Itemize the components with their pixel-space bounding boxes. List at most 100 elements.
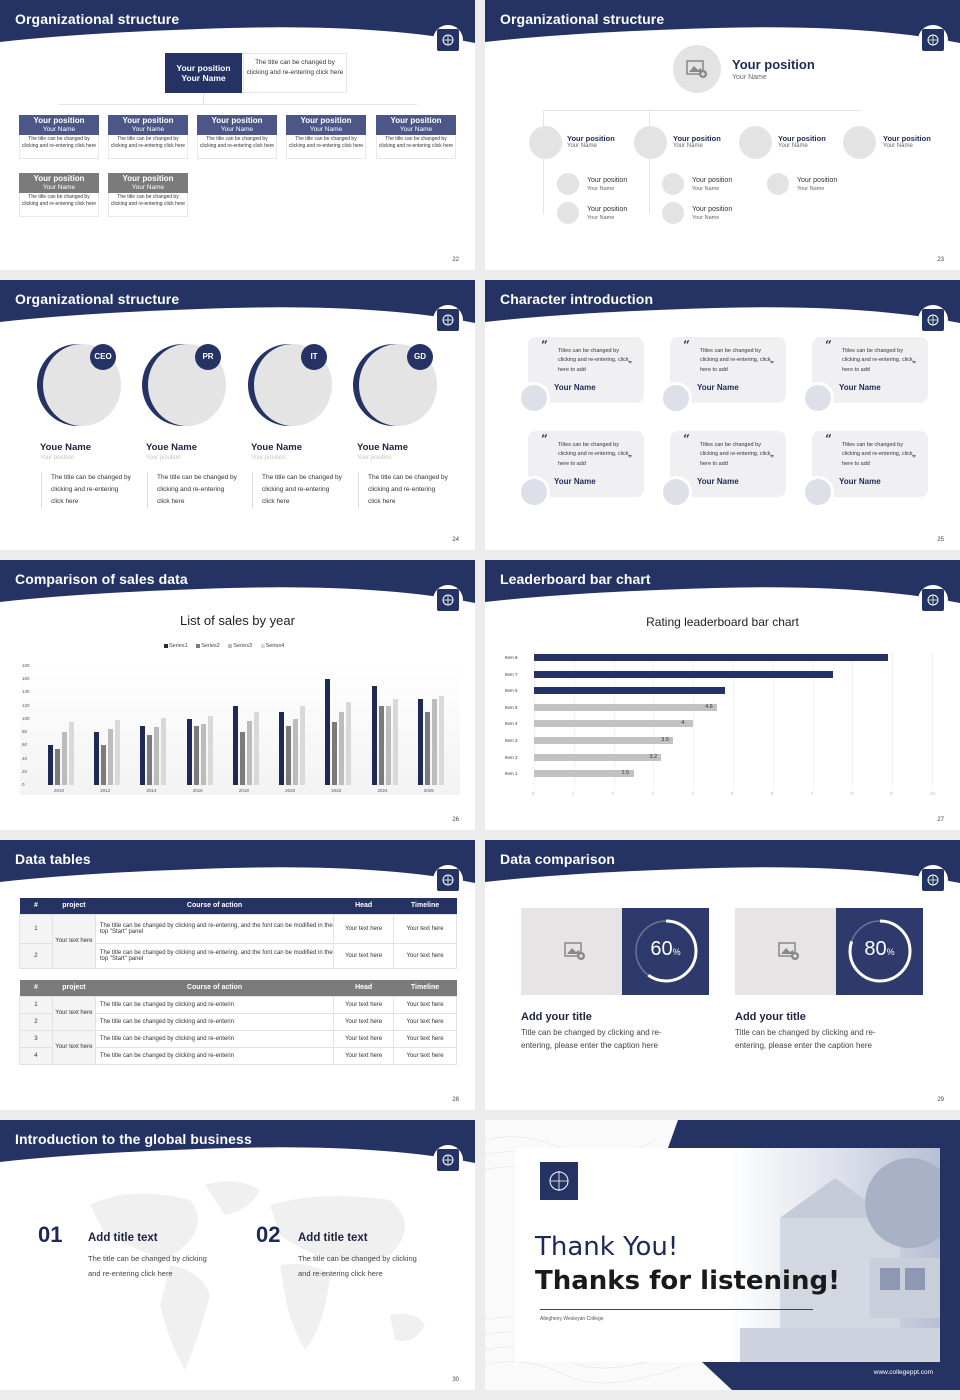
chart-bar [48, 745, 53, 785]
sales-bar-chart: 0 20 40 60 80 100 120 140 160 180 2010 2012 2014 2016… [20, 660, 460, 795]
chart-bar [200, 724, 206, 785]
college-logo-icon [437, 29, 459, 51]
testimonial-text: Titles can be changed by clicking and re… [558, 348, 629, 373]
chart-bar [339, 712, 345, 785]
x-tick-label: 10 [930, 790, 936, 796]
chart-bar [424, 712, 430, 785]
org-box-desc: The title can be changed by clicking and… [19, 193, 99, 217]
quote-open-icon: “ [825, 338, 832, 352]
position-label: Your position [692, 206, 733, 213]
name-label: Your Name [778, 143, 808, 149]
person-name: Your Name [839, 477, 881, 486]
chart-bar [346, 701, 352, 785]
position-label: Your position [797, 177, 838, 184]
x-tick-label: 2016 [192, 788, 203, 793]
chart-bar [371, 685, 377, 785]
item-title: Add your title [521, 1011, 592, 1023]
org-box[interactable]: Your position Your Name The title can be … [197, 115, 277, 159]
slide-24[interactable]: Organizational structure CEO Youe Name Y… [0, 280, 475, 550]
photo-placeholder[interactable] [529, 126, 562, 159]
name-label: Your Name [399, 126, 433, 133]
table-header-row: # project Course of action Head Timeline [19, 898, 457, 914]
position-label: Your position [587, 177, 628, 184]
photo-placeholder[interactable] [843, 126, 876, 159]
person-name: Your Name [554, 477, 596, 486]
chart-bar [246, 720, 252, 785]
chart-bar [115, 720, 121, 785]
grid-line [932, 652, 933, 789]
testimonial-text: Titles can be changed by clicking and re… [558, 442, 629, 467]
photo-placeholder[interactable] [767, 173, 789, 195]
org-top-box[interactable]: Your position Your Name [165, 53, 242, 93]
x-tick-label: 6 [770, 790, 774, 796]
college-logo-icon [922, 589, 944, 611]
name-label: Your Name [131, 126, 165, 133]
slide-title: Character introduction [500, 291, 654, 307]
person-name: Youe Name [146, 442, 198, 453]
person-name: Youe Name [357, 442, 409, 453]
org-box[interactable]: Your position Your Name The title can be … [108, 173, 188, 217]
thanks-subheading: Thanks for listening! [535, 1266, 840, 1296]
website-link[interactable]: www.collegeppt.com [873, 1369, 933, 1376]
name-label: Your Name [673, 143, 703, 149]
avatar [518, 476, 550, 508]
chart-bar [101, 745, 107, 785]
slide-29[interactable]: Data comparison 60% Add your title Title… [485, 840, 960, 1110]
progress-panel: 60% [622, 908, 709, 995]
org-box[interactable]: Your position Your Name The title can be … [19, 115, 99, 159]
role-badge: GD [407, 344, 433, 370]
college-logo-icon [437, 1149, 459, 1171]
chart-legend: Series1 Series2 Series3 Series4 [164, 643, 291, 649]
slide-25[interactable]: Character introduction “ Titles can be c… [485, 280, 960, 550]
person-desc: The title can be changed by clicking and… [41, 472, 131, 508]
position-label: Your position [567, 134, 615, 143]
org-box[interactable]: Your position Your Name The title can be … [108, 115, 188, 159]
photo-placeholder[interactable] [634, 126, 667, 159]
x-tick-label: 5 [731, 790, 734, 796]
x-tick-label: 2 [611, 790, 615, 796]
slide-31[interactable]: Thank You! Thanks for listening! Alleghe… [485, 1120, 960, 1390]
quote-open-icon: “ [541, 338, 548, 352]
person-position: Your position [357, 455, 392, 461]
person-name: Your Name [554, 383, 596, 392]
org-box-desc: The title can be changed by clicking and… [108, 193, 188, 217]
x-tick-label: 3 [651, 790, 654, 796]
photo-placeholder[interactable] [557, 202, 579, 224]
position-label: Your position [33, 174, 85, 183]
slide-27[interactable]: Leaderboard bar chart Rating leaderboard… [485, 560, 960, 830]
slide-26[interactable]: Comparison of sales data List of sales b… [0, 560, 475, 830]
org-box-desc: The title can be changed by clicking and… [108, 135, 188, 159]
slide-22[interactable]: Organizational structure Your position Y… [0, 0, 475, 270]
avatar [518, 382, 550, 414]
position-label: Your position [732, 57, 815, 72]
slide-28[interactable]: Data tables # project Course of action H… [0, 840, 475, 1110]
x-tick-label: 2012 [100, 788, 111, 793]
photo-placeholder[interactable] [662, 173, 684, 195]
slide-23[interactable]: Organizational structure Your position Y… [485, 0, 960, 270]
chart-bar [232, 705, 238, 785]
photo-placeholder[interactable] [662, 202, 684, 224]
table-row: 1 Your text here The title can be change… [19, 913, 457, 969]
y-tick-label: Item 4 [505, 721, 518, 727]
slide-title: Data tables [15, 851, 91, 867]
table-row: 3 Your text here The title can be change… [19, 1029, 457, 1065]
slide-30[interactable]: Introduction to the global business 01 A… [0, 1120, 475, 1390]
chart-bar [534, 703, 718, 711]
org-box[interactable]: Your position Your Name The title can be … [19, 173, 99, 217]
data-table-2: # project Course of action Head Timeline… [19, 980, 457, 1065]
photo-placeholder[interactable] [557, 173, 579, 195]
name-label: Your Name [797, 186, 825, 192]
y-tick-label: 80 [22, 729, 28, 735]
position-label: Your position [122, 174, 174, 183]
chart-bar [417, 699, 423, 785]
y-tick-label: Item 7 [505, 671, 518, 677]
org-box[interactable]: Your position Your Name The title can be … [286, 115, 366, 159]
table-header-row: # project Course of action Head Timeline [19, 980, 457, 996]
item-desc: The title can be changed by clicking and… [298, 1254, 417, 1278]
photo-placeholder[interactable] [739, 126, 772, 159]
bar-value-label: 4 [681, 720, 685, 727]
chart-bar [108, 728, 114, 785]
x-tick-label: 2024 [377, 788, 388, 793]
org-box[interactable]: Your position Your Name The title can be … [376, 115, 456, 159]
quote-open-icon: “ [683, 338, 690, 352]
